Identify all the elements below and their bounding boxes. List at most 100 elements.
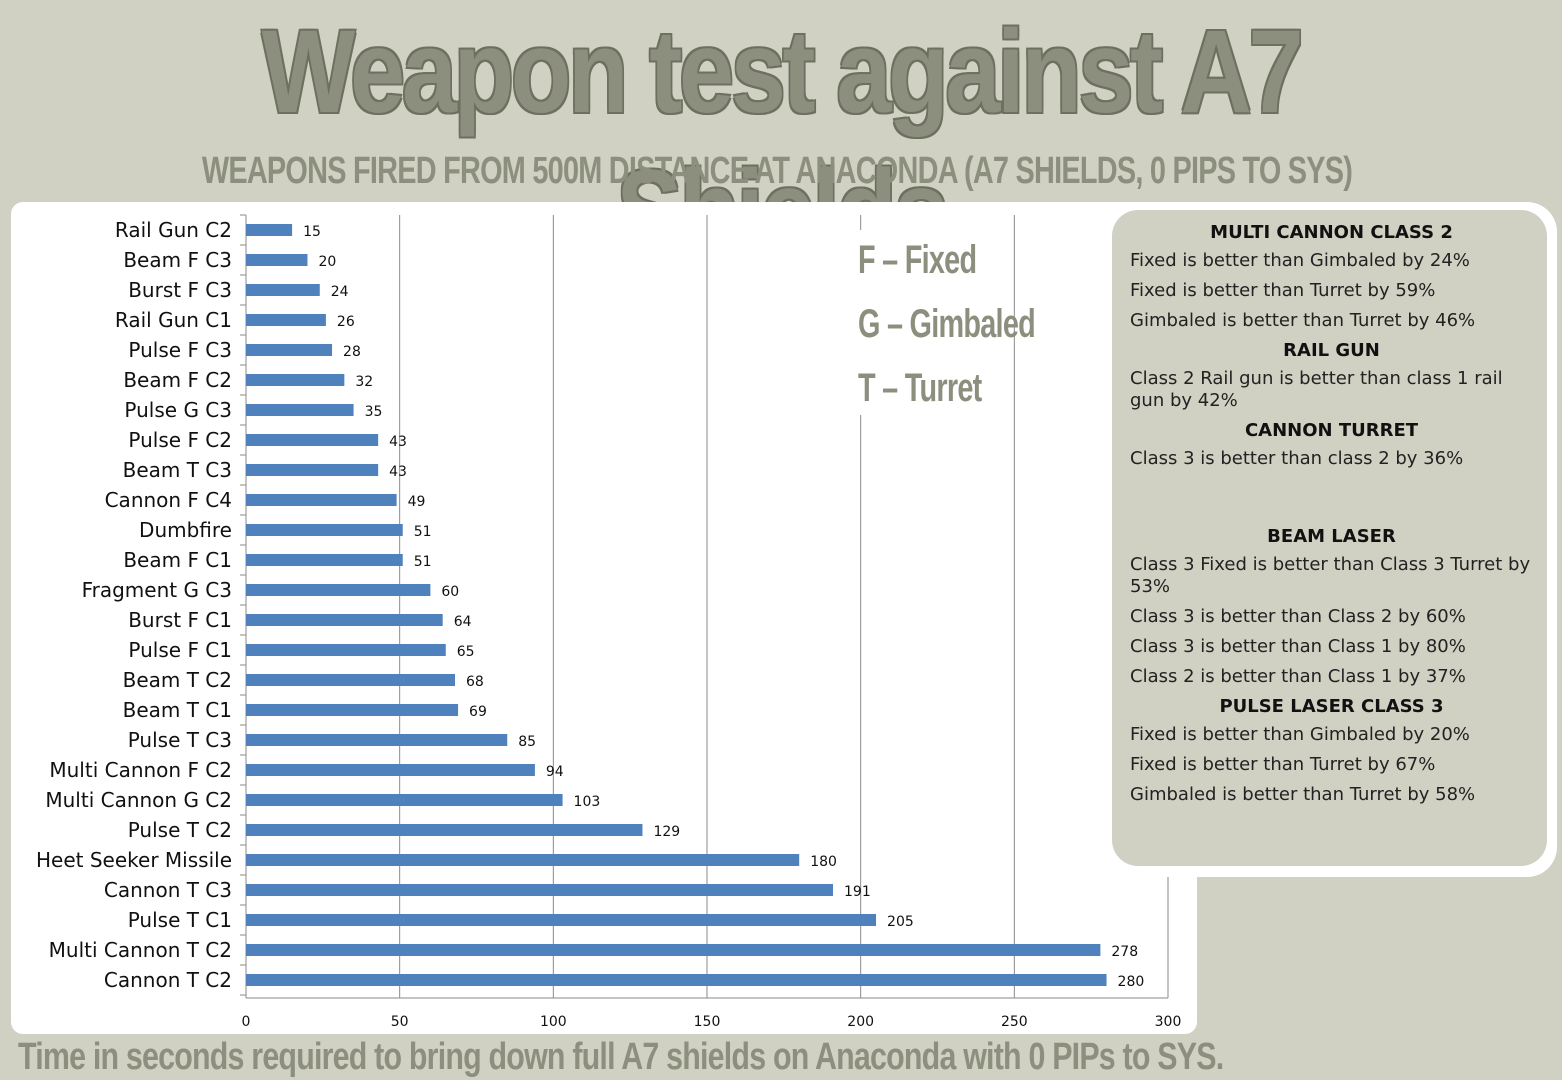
note-rail-gun: RAIL GUN Class 2 Rail gun is better than… <box>1130 340 1533 412</box>
bar <box>246 734 508 746</box>
data-label: 180 <box>810 854 837 870</box>
bar <box>246 494 397 506</box>
category-label: Beam T C3 <box>123 458 232 482</box>
category-label: Pulse F C1 <box>128 638 232 662</box>
x-tick-label: 300 <box>1155 1014 1182 1030</box>
bar <box>246 224 293 236</box>
bar <box>246 794 563 806</box>
note-heading: BEAM LASER <box>1267 526 1396 547</box>
bar <box>246 974 1107 986</box>
category-label: Multi Cannon F C2 <box>49 758 232 782</box>
bar <box>246 884 834 896</box>
note-line: Class 3 is better than Class 2 by 60% <box>1130 606 1466 627</box>
category-label: Burst F C1 <box>128 608 232 632</box>
note-heading: PULSE LASER CLASS 3 <box>1219 696 1444 717</box>
data-label: 51 <box>414 554 432 570</box>
category-label: Pulse G C3 <box>124 398 232 422</box>
note-line: Fixed is better than Gimbaled by 24% <box>1130 250 1470 271</box>
data-label: 60 <box>441 584 459 600</box>
data-label: 191 <box>844 884 871 900</box>
data-label: 65 <box>457 644 475 660</box>
data-label: 94 <box>546 764 564 780</box>
bar <box>246 524 403 536</box>
data-label: 205 <box>887 914 914 930</box>
notes-panel: MULTI CANNON CLASS 2 Fixed is better tha… <box>1112 210 1547 866</box>
category-label: Beam F C3 <box>123 248 232 272</box>
x-tick-label: 100 <box>540 1014 567 1030</box>
note-line: Fixed is better than Gimbaled by 20% <box>1130 724 1470 745</box>
bar <box>246 314 326 326</box>
data-label: 280 <box>1118 974 1145 990</box>
note-line: Class 3 Fixed is better than Class 3 Tur… <box>1130 554 1531 597</box>
legend-box <box>848 230 1013 415</box>
x-tick-label: 250 <box>1001 1014 1028 1030</box>
category-label: Multi Cannon T C2 <box>49 938 232 962</box>
data-label: 85 <box>518 734 536 750</box>
bar <box>246 644 446 656</box>
data-label: 20 <box>318 254 336 270</box>
legend-fixed: F – Fixed <box>858 238 977 282</box>
data-label: 35 <box>365 404 383 420</box>
note-line: Class 2 Rail gun is better than class 1 … <box>1130 368 1503 411</box>
bar <box>246 254 308 266</box>
category-label: Pulse F C3 <box>128 338 232 362</box>
data-label: 24 <box>331 284 349 300</box>
category-label: Fragment G C3 <box>82 578 232 602</box>
bar <box>246 464 379 476</box>
data-label: 49 <box>408 494 426 510</box>
bar <box>246 704 459 716</box>
bar <box>246 374 345 386</box>
note-cannon-turret: CANNON TURRET Class 3 is better than cla… <box>1130 420 1533 470</box>
note-beam-laser: BEAM LASER Class 3 Fixed is better than … <box>1130 526 1533 688</box>
bar <box>246 914 877 926</box>
note-line: Class 3 is better than Class 1 by 80% <box>1130 636 1466 657</box>
category-label: Pulse T C3 <box>128 728 232 752</box>
data-label: 26 <box>337 314 355 330</box>
bar <box>246 344 333 356</box>
category-label: Multi Cannon G C2 <box>45 788 232 812</box>
category-label: Dumbfire <box>139 518 232 542</box>
chart-panel: 0 50 100 150 200 250 300 Rail Gun C2 15 Beam F C3… <box>11 202 1197 1034</box>
category-label: Beam F C2 <box>123 368 232 392</box>
data-label: 103 <box>574 794 601 810</box>
data-label: 68 <box>466 674 484 690</box>
bar <box>246 944 1101 956</box>
note-line: Gimbaled is better than Turret by 46% <box>1130 310 1476 331</box>
data-label: 129 <box>653 824 680 840</box>
category-label: Beam F C1 <box>123 548 232 572</box>
note-line: Fixed is better than Turret by 67% <box>1130 754 1436 775</box>
page-subtitle: WEAPONS FIRED FROM 500M DISTANCE AT ANAC… <box>201 150 1353 192</box>
x-tick-label: 0 <box>242 1014 251 1030</box>
note-line: Gimbaled is better than Turret by 58% <box>1130 784 1476 805</box>
category-label: Cannon T C3 <box>104 878 232 902</box>
data-label: 15 <box>303 224 321 240</box>
category-label: Rail Gun C1 <box>115 308 232 332</box>
bar <box>246 674 455 686</box>
data-label: 69 <box>469 704 487 720</box>
category-label: Rail Gun C2 <box>115 218 232 242</box>
note-pulse-laser: PULSE LASER CLASS 3 Fixed is better than… <box>1130 696 1533 806</box>
note-line: Class 3 is better than class 2 by 36% <box>1130 448 1464 469</box>
category-label: Beam T C1 <box>123 698 232 722</box>
note-heading: CANNON TURRET <box>1244 420 1419 441</box>
category-label: Pulse T C1 <box>128 908 232 932</box>
note-multi-cannon: MULTI CANNON CLASS 2 Fixed is better tha… <box>1130 222 1533 332</box>
bar <box>246 854 800 866</box>
bar <box>246 434 379 446</box>
bar <box>246 284 320 296</box>
category-label: Heet Seeker Missile <box>36 848 232 872</box>
bar <box>246 614 443 626</box>
x-tick-label: 200 <box>847 1014 874 1030</box>
bar <box>246 824 643 836</box>
category-label: Pulse F C2 <box>128 428 232 452</box>
category-label: Cannon T C2 <box>104 968 232 992</box>
note-line: Fixed is better than Turret by 59% <box>1130 280 1436 301</box>
bar <box>246 764 535 776</box>
legend-turret: T – Turret <box>858 366 982 410</box>
data-label: 43 <box>389 464 407 480</box>
x-tick-label: 150 <box>694 1014 721 1030</box>
note-heading: RAIL GUN <box>1283 340 1380 361</box>
note-heading: MULTI CANNON CLASS 2 <box>1210 222 1453 243</box>
bar <box>246 584 431 596</box>
data-label: 278 <box>1111 944 1138 960</box>
